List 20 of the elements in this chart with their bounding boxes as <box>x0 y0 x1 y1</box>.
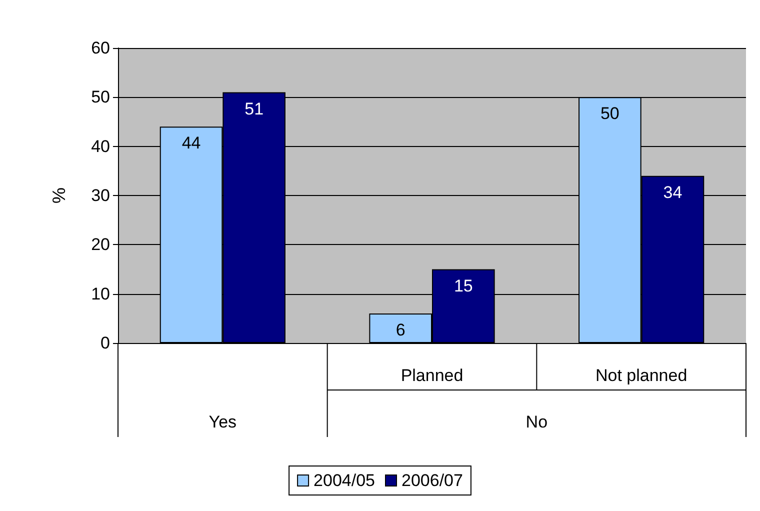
data-label: 34 <box>663 182 682 202</box>
y-tick-label: 60 <box>91 38 110 58</box>
x-tick-label: Not planned <box>595 366 688 385</box>
data-label: 51 <box>244 99 264 118</box>
legend-label: 2004/05 <box>314 471 375 490</box>
text: Yes <box>208 412 237 432</box>
data-label: 50 <box>600 104 620 124</box>
data-label: 6 <box>396 320 406 340</box>
y-tick-label: 0 <box>100 334 110 352</box>
text: No <box>526 412 548 432</box>
data-label: 15 <box>454 276 473 296</box>
y-tick-label: 30 <box>91 186 110 205</box>
y-tick-label: 20 <box>91 235 110 254</box>
data-label: 44 <box>182 134 201 153</box>
y-tick-label: 50 <box>91 88 110 107</box>
y-axis-title: % <box>49 187 69 204</box>
legend-label: 2006/07 <box>402 471 463 490</box>
x-tick-label: Planned <box>400 366 464 385</box>
y-tick-label: 40 <box>91 136 110 156</box>
y-tick-label: 10 <box>91 284 110 304</box>
